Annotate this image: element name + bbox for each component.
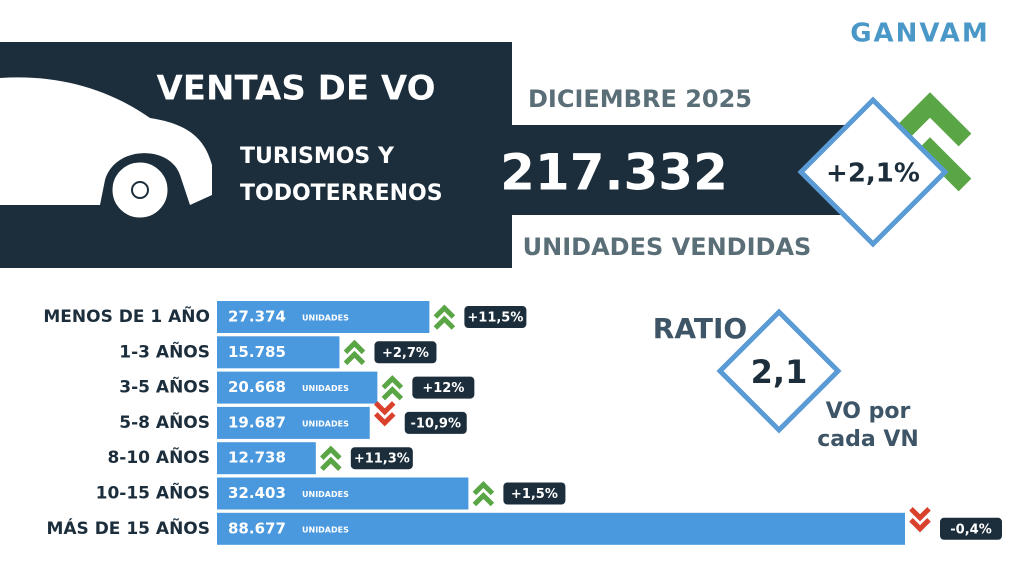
chevron [373, 401, 396, 416]
chevron [320, 456, 342, 471]
ratio-title: RATIO [653, 312, 747, 345]
segment-line: TURISMOS Y [240, 144, 395, 169]
change-label: +11,3% [354, 452, 410, 467]
chevron [343, 339, 366, 355]
brand-logo: GANVAM [850, 19, 990, 49]
trend-arrow [433, 304, 456, 330]
bar [217, 301, 430, 333]
value-label: 20.668 [228, 378, 286, 396]
segment-line: TODOTERRENOS [240, 181, 443, 206]
total: 217.332 [500, 144, 728, 202]
category-label: 5-8 AÑOS [119, 410, 210, 433]
value-label: 88.677 [228, 519, 286, 537]
chevron [381, 375, 404, 390]
category-label: MÁS DE 15 AÑOS [46, 516, 210, 539]
trend-arrow [381, 375, 404, 401]
value-label: 12.738 [228, 449, 286, 467]
category-label: 8-10 AÑOS [107, 445, 210, 468]
chevron [909, 518, 931, 533]
category-label: 3-5 AÑOS [119, 375, 210, 398]
bar [217, 477, 469, 510]
change-label: -0,4% [950, 522, 991, 537]
unit-label: UNIDADES [302, 314, 349, 323]
change-label: -10,9% [410, 416, 461, 431]
change-label: +12% [422, 381, 464, 396]
change-diamond [797, 96, 949, 248]
value-label: 27.374 [228, 308, 286, 326]
change-label: +2,7% [382, 346, 429, 361]
chevron [909, 507, 931, 522]
chevron [433, 315, 456, 330]
unit-label: UNIDADES [302, 419, 349, 428]
chevron [373, 412, 396, 427]
value-label: 19.687 [228, 413, 286, 431]
trend-arrow [909, 507, 931, 533]
ratio-caption: cada VN [817, 427, 919, 452]
change-badge [940, 517, 1002, 540]
trend-arrow [373, 401, 396, 427]
ratio-caption: VO por [826, 399, 911, 424]
car-silhouette [0, 77, 212, 205]
value-label: 15.785 [228, 343, 286, 361]
period: DICIEMBRE 2025 [528, 85, 752, 113]
total-label: UNIDADES VENDIDAS [523, 233, 812, 261]
change-label: +1,5% [511, 487, 558, 502]
car-hub [131, 181, 149, 199]
trend-arrow [320, 445, 342, 471]
chevron [381, 386, 404, 401]
category-label: MENOS DE 1 AÑO [43, 304, 210, 327]
ratio-diamond [716, 308, 842, 434]
title: VENTAS DE VO [156, 69, 435, 109]
ratio-value: 2,1 [751, 353, 808, 391]
chevron [433, 304, 456, 319]
chevron [472, 480, 495, 496]
bar [217, 442, 316, 475]
trend-arrow [343, 339, 366, 366]
chevron [888, 92, 972, 147]
chevron [472, 491, 495, 507]
bar [217, 371, 378, 404]
change-badge [464, 306, 527, 328]
bar [217, 406, 370, 439]
bar [217, 512, 905, 545]
unit-label: UNIDADES [302, 525, 349, 534]
category-label: 1-3 AÑOS [119, 339, 210, 362]
change-badge [412, 376, 475, 399]
change-label: +11,5% [467, 311, 523, 326]
trend-arrow [472, 480, 495, 507]
category-label: 10-15 AÑOS [96, 481, 210, 504]
unit-label: UNIDADES [302, 490, 349, 499]
change-badge [374, 341, 437, 364]
change-badge [350, 447, 413, 470]
value-label: 32.403 [228, 484, 286, 502]
total-change: +2,1% [826, 159, 920, 189]
bar [217, 336, 340, 369]
car-wheel [107, 157, 173, 223]
change-badge [404, 411, 467, 434]
unit-label: UNIDADES [302, 384, 349, 393]
chevron [320, 445, 342, 460]
chevron [343, 350, 366, 366]
change-badge [503, 482, 566, 505]
